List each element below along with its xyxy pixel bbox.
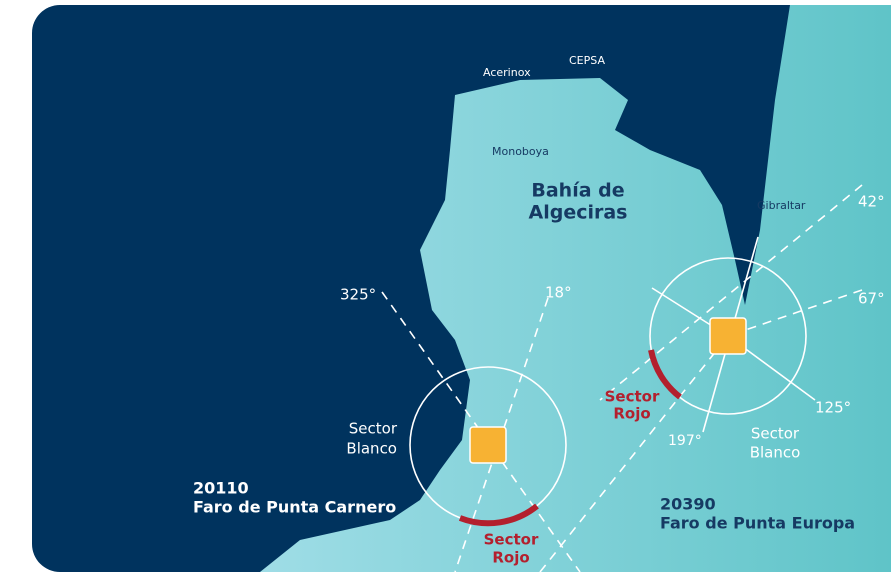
place-label: Monoboya — [492, 145, 549, 158]
europa-range — [649, 257, 807, 415]
bearing-label: 325° — [340, 286, 376, 304]
bearing-line — [599, 184, 863, 401]
sector-label: Sector — [605, 388, 660, 406]
bay-label: Bahía de — [531, 180, 624, 202]
lighthouse — [469, 426, 507, 464]
sector-label: Rojo — [492, 549, 529, 567]
light-number: 20390 — [660, 495, 716, 514]
sector-label: Rojo — [613, 405, 650, 423]
water — [260, 5, 891, 572]
bay-label: Algeciras — [529, 202, 628, 224]
lighthouse — [709, 317, 747, 355]
sector-label: Sector — [349, 420, 398, 438]
map-area — [32, 5, 891, 572]
bearing-label: 125° — [815, 399, 851, 417]
bearing-label: 18° — [545, 284, 572, 302]
light-number: 20110 — [193, 479, 249, 498]
bearing-line — [539, 335, 729, 572]
bearing-label: 197° — [668, 433, 702, 449]
place-label: CEPSA — [569, 54, 605, 67]
place-label: Acerinox — [483, 66, 531, 79]
red-sector — [458, 503, 539, 527]
sector-label: Blanco — [346, 440, 397, 458]
sector-label: Blanco — [750, 444, 801, 462]
bearing-label: 42° — [858, 193, 885, 211]
light-name: Faro de Punta Europa — [660, 514, 855, 533]
light-name: Faro de Punta Carnero — [193, 498, 396, 517]
place-label: Gibraltar — [757, 199, 806, 212]
sector-label: Sector — [484, 531, 539, 549]
bearing-line — [727, 289, 863, 337]
bearing-label: 67° — [858, 290, 885, 308]
red-sector — [648, 349, 682, 400]
sector-label: Sector — [751, 425, 800, 443]
